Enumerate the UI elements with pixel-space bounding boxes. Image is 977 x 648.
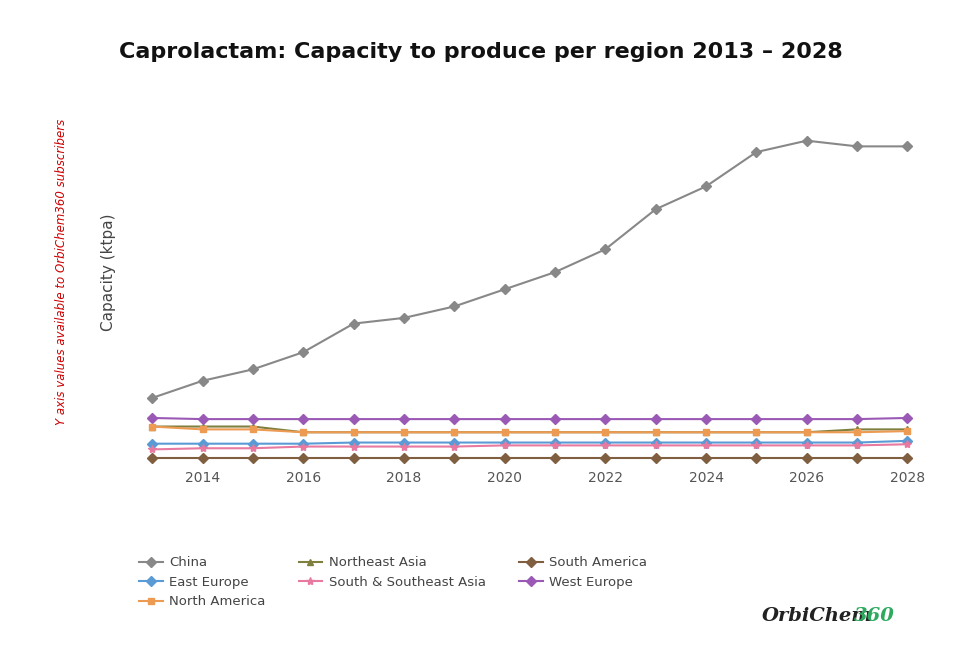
- Y-axis label: Capacity (ktpa): Capacity (ktpa): [101, 213, 116, 331]
- Text: 360: 360: [854, 607, 895, 625]
- Text: Y axis values available to OrbiChem360 subscribers: Y axis values available to OrbiChem360 s…: [55, 119, 67, 425]
- Text: OrbiChem: OrbiChem: [762, 607, 872, 625]
- Legend: China, East Europe, North America, Northeast Asia, South & Southeast Asia, South: China, East Europe, North America, North…: [134, 551, 653, 614]
- Text: Caprolactam: Capacity to produce per region 2013 – 2028: Caprolactam: Capacity to produce per reg…: [119, 42, 842, 62]
